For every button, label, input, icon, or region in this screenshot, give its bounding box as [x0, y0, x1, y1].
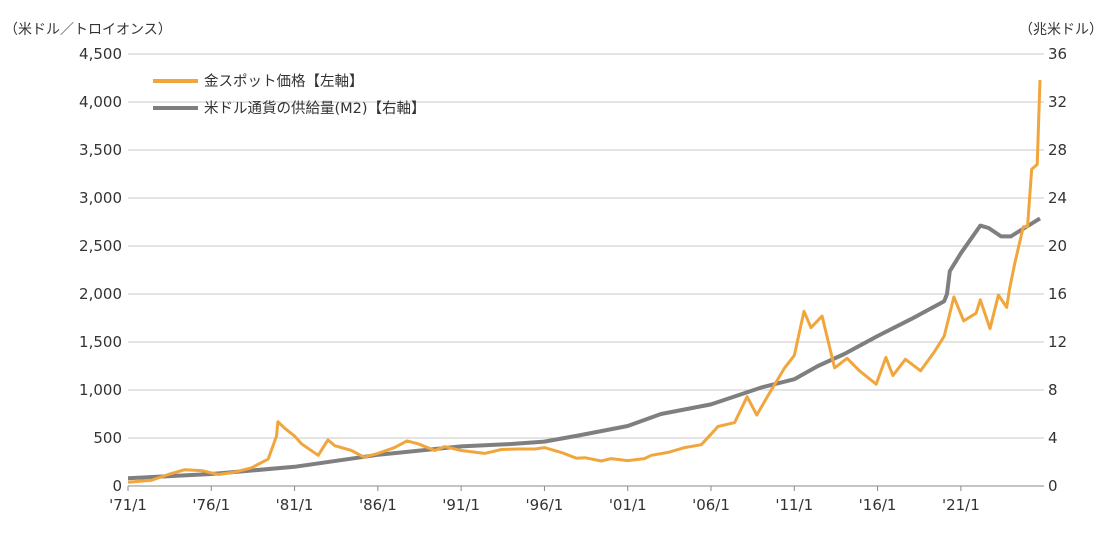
x-tick-label: '06/1: [692, 496, 730, 514]
right-tick-label: 0: [1048, 477, 1058, 495]
m2-supply-line: [127, 216, 1042, 481]
series-lines: [127, 79, 1042, 484]
x-tick-label: '81/1: [276, 496, 314, 514]
right-tick-label: 24: [1048, 189, 1067, 207]
left-axis: 0 500 1,000 1,500 2,000 2,500 3,000 3,500 4,000 4…: [79, 45, 122, 495]
right-tick-label: 32: [1048, 93, 1067, 111]
right-tick-label: 8: [1048, 381, 1058, 399]
gold-price-line: [127, 79, 1042, 484]
x-tick-label: '76/1: [192, 496, 230, 514]
left-tick-label: 500: [93, 429, 122, 447]
x-tick-label: '96/1: [526, 496, 564, 514]
left-tick-label: 4,500: [79, 45, 122, 63]
left-tick-label: 1,500: [79, 333, 122, 351]
left-tick-label: 3,500: [79, 141, 122, 159]
right-tick-label: 4: [1048, 429, 1058, 447]
x-axis: '71/1 '76/1 '81/1 '86/1 '91/1 '96/1 '01/1 '06/1…: [109, 486, 980, 514]
x-tick-label: '71/1: [109, 496, 147, 514]
right-axis: 0 4 8 12 16 20 24 28 32 36: [1048, 45, 1067, 495]
x-tick-label: '91/1: [442, 496, 480, 514]
left-tick-label: 1,000: [79, 381, 122, 399]
x-tick-label: '86/1: [359, 496, 397, 514]
x-tick-label: '11/1: [775, 496, 813, 514]
right-tick-label: 36: [1048, 45, 1067, 63]
left-tick-label: 4,000: [79, 93, 122, 111]
gridlines: [128, 53, 1044, 487]
x-tick-label: '21/1: [942, 496, 980, 514]
left-tick-label: 0: [112, 477, 122, 495]
legend: 金スポット価格【左軸】 米ドル通貨の供給量(M2)【右軸】: [153, 73, 426, 117]
right-tick-label: 28: [1048, 141, 1067, 159]
left-tick-label: 2,000: [79, 285, 122, 303]
right-tick-label: 20: [1048, 237, 1067, 255]
left-axis-unit: （米ドル／トロイオンス）: [4, 22, 172, 38]
x-tick-label: '16/1: [859, 496, 897, 514]
legend-label-m2: 米ドル通貨の供給量(M2)【右軸】: [204, 100, 426, 117]
left-tick-label: 3,000: [79, 189, 122, 207]
x-tick-label: '01/1: [609, 496, 647, 514]
right-tick-label: 12: [1048, 333, 1067, 351]
legend-label-gold: 金スポット価格【左軸】: [204, 73, 364, 90]
right-tick-label: 16: [1048, 285, 1067, 303]
left-tick-label: 2,500: [79, 237, 122, 255]
right-axis-unit: （兆米ドル）: [1019, 22, 1103, 38]
